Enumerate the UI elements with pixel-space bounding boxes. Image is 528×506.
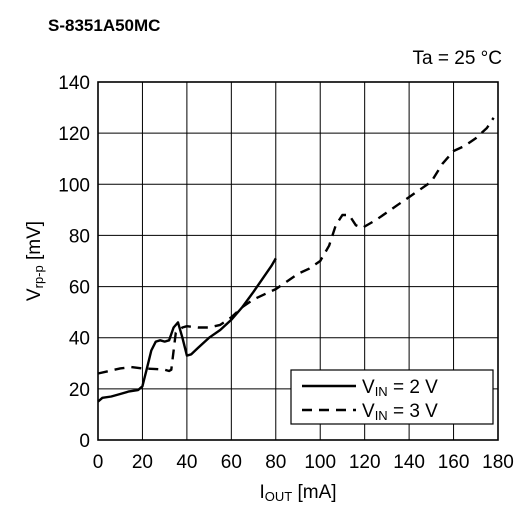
legend-box [290,369,494,425]
x-tick-label: 120 [349,452,381,473]
legend-label-vin-2v: VIN = 2 V [362,377,438,399]
x-tick-label: 160 [438,452,470,473]
y-tick-label: 40 [69,329,90,350]
plot-frame [97,81,499,441]
legend-label-vin-3v: VIN = 3 V [362,401,438,423]
chart-title: S-8351A50MC [48,16,161,35]
series-line-vin-3v [97,117,495,375]
x-tick-label: 0 [93,452,104,473]
y-tick-label: 120 [58,124,90,145]
y-tick-label: 20 [69,380,90,401]
temperature-annotation: Ta = 25 °C [412,48,502,69]
y-tick-label: 100 [58,175,90,196]
y-axis-label: Vrp-p [mV] [24,221,46,301]
x-tick-label: 100 [304,452,336,473]
y-tick-label: 60 [69,278,90,299]
legend: VIN = 2 V VIN = 3 V [290,369,494,425]
y-tick-label: 80 [69,226,90,247]
x-tick-label: 80 [265,452,286,473]
y-axis-ticks: 0 20 40 60 80 100 120 140 [58,73,90,452]
y-tick-label: 140 [58,73,90,94]
x-tick-label: 180 [482,452,514,473]
x-tick-label: 60 [221,452,242,473]
x-axis-label: IOUT [mA] [259,482,336,504]
x-tick-label: 20 [132,452,153,473]
y-tick-label: 0 [79,431,90,452]
x-tick-label: 140 [393,452,425,473]
x-axis-ticks: 0 20 40 60 80 100 120 140 160 180 [93,452,514,473]
series-lines [97,117,495,403]
series-line-vin-2v [97,257,277,403]
x-tick-label: 40 [176,452,197,473]
